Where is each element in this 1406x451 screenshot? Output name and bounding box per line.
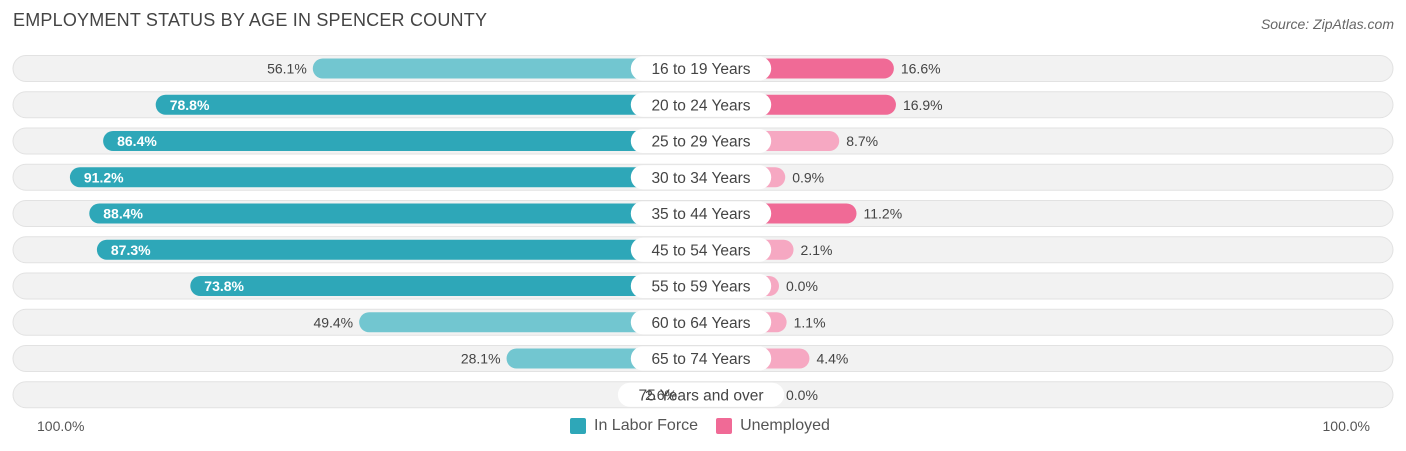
category-label: 65 to 74 Years bbox=[651, 351, 750, 368]
axis-right-label: 100.0% bbox=[1322, 418, 1370, 434]
value-label-unemployed: 0.9% bbox=[792, 169, 824, 185]
category-label: 25 to 29 Years bbox=[651, 134, 750, 151]
value-label-labor-force: 86.4% bbox=[117, 133, 157, 149]
value-label-unemployed: 1.1% bbox=[794, 314, 826, 330]
value-label-labor-force: 91.2% bbox=[84, 169, 124, 185]
bar-labor-force bbox=[359, 312, 701, 333]
axis-left-label: 100.0% bbox=[37, 418, 85, 434]
category-label: 30 to 34 Years bbox=[651, 170, 750, 187]
bar-labor-force bbox=[103, 131, 701, 151]
value-label-unemployed: 16.6% bbox=[901, 61, 941, 77]
value-label-unemployed: 0.0% bbox=[786, 278, 818, 294]
chart-title: EMPLOYMENT STATUS BY AGE IN SPENCER COUN… bbox=[13, 10, 488, 30]
value-label-labor-force: 56.1% bbox=[267, 61, 307, 77]
value-label-labor-force: 87.3% bbox=[111, 242, 151, 258]
value-label-labor-force: 28.1% bbox=[461, 351, 501, 367]
category-label: 45 to 54 Years bbox=[651, 242, 750, 259]
bar-labor-force bbox=[89, 203, 702, 224]
value-label-unemployed: 11.2% bbox=[864, 206, 903, 222]
category-label-bg bbox=[630, 165, 772, 190]
category-label-bg bbox=[617, 382, 785, 407]
category-label: 16 to 19 Years bbox=[651, 61, 750, 78]
category-label: 60 to 64 Years bbox=[651, 315, 750, 332]
value-label-labor-force: 78.8% bbox=[170, 97, 210, 113]
value-label-unemployed: 0.0% bbox=[786, 387, 818, 403]
bar-labor-force bbox=[96, 239, 701, 260]
category-label-bg bbox=[630, 56, 772, 81]
value-label-unemployed: 8.7% bbox=[846, 133, 878, 149]
source-credit: Source: ZipAtlas.com bbox=[1260, 16, 1394, 32]
category-label-bg bbox=[630, 201, 772, 226]
value-label-labor-force: 73.8% bbox=[204, 278, 244, 294]
category-label-bg bbox=[630, 346, 772, 371]
category-label-bg bbox=[630, 310, 772, 335]
category-label: 55 to 59 Years bbox=[651, 279, 750, 296]
bar-labor-force bbox=[155, 94, 702, 115]
legend-swatch-unemployed bbox=[716, 418, 733, 434]
bar-labor-force bbox=[69, 167, 701, 188]
legend-item-unemployed: Unemployed bbox=[716, 417, 830, 435]
category-label-bg bbox=[630, 274, 772, 298]
legend-swatch-labor-force bbox=[570, 418, 586, 434]
category-label: 20 to 24 Years bbox=[651, 97, 750, 114]
bar-labor-force bbox=[190, 276, 701, 296]
legend-label-unemployed: Unemployed bbox=[740, 417, 830, 434]
value-label-unemployed: 2.1% bbox=[801, 242, 833, 258]
value-label-labor-force: 88.4% bbox=[103, 206, 143, 222]
bar-labor-force bbox=[312, 58, 701, 79]
legend: In Labor Force Unemployed bbox=[570, 417, 848, 435]
category-label: 75 Years and over bbox=[639, 387, 764, 404]
legend-item-labor-force: In Labor Force bbox=[570, 417, 698, 435]
value-label-unemployed: 4.4% bbox=[816, 351, 848, 367]
legend-label-labor-force: In Labor Force bbox=[594, 417, 699, 434]
category-label: 35 to 44 Years bbox=[651, 206, 750, 223]
category-label-bg bbox=[630, 237, 772, 262]
category-label-bg bbox=[630, 129, 772, 153]
category-label-bg bbox=[630, 92, 772, 117]
value-label-unemployed: 16.9% bbox=[903, 97, 943, 113]
value-label-labor-force: 2.6% bbox=[645, 387, 677, 403]
value-label-labor-force: 49.4% bbox=[313, 314, 353, 330]
